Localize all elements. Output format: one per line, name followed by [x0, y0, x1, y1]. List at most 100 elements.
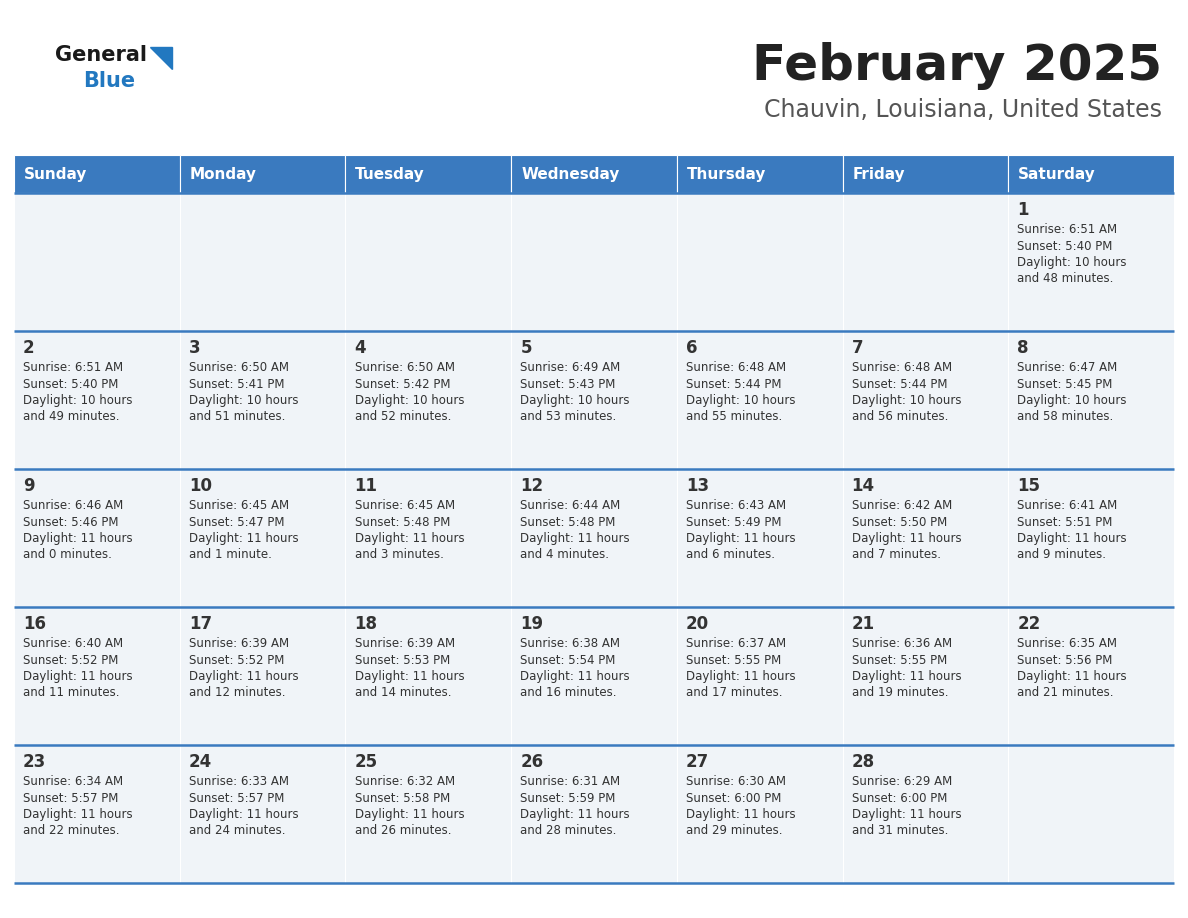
Text: and 6 minutes.: and 6 minutes. — [685, 548, 775, 562]
Text: Sunset: 5:52 PM: Sunset: 5:52 PM — [189, 654, 284, 666]
Text: 6: 6 — [685, 339, 697, 357]
Bar — [842, 193, 1009, 331]
Text: Sunrise: 6:47 AM: Sunrise: 6:47 AM — [1017, 361, 1118, 374]
Text: and 4 minutes.: and 4 minutes. — [520, 548, 609, 562]
Text: Daylight: 10 hours: Daylight: 10 hours — [685, 394, 796, 407]
Text: and 17 minutes.: and 17 minutes. — [685, 687, 783, 700]
Bar — [14, 331, 179, 469]
Bar — [677, 469, 842, 607]
Text: and 1 minute.: and 1 minute. — [189, 548, 272, 562]
Text: Sunset: 5:50 PM: Sunset: 5:50 PM — [852, 516, 947, 529]
Text: and 7 minutes.: and 7 minutes. — [852, 548, 941, 562]
Text: Sunset: 5:55 PM: Sunset: 5:55 PM — [852, 654, 947, 666]
Text: Daylight: 11 hours: Daylight: 11 hours — [1017, 670, 1127, 683]
Bar — [1009, 469, 1174, 607]
Text: and 52 minutes.: and 52 minutes. — [354, 410, 451, 423]
Text: Daylight: 11 hours: Daylight: 11 hours — [852, 808, 961, 821]
Text: Wednesday: Wednesday — [522, 166, 619, 182]
Text: 25: 25 — [354, 753, 378, 771]
Text: Sunrise: 6:34 AM: Sunrise: 6:34 AM — [23, 775, 124, 788]
Text: 13: 13 — [685, 477, 709, 495]
Text: Sunset: 5:54 PM: Sunset: 5:54 PM — [520, 654, 615, 666]
Text: Sunrise: 6:37 AM: Sunrise: 6:37 AM — [685, 637, 786, 650]
Bar — [346, 745, 511, 883]
Text: and 53 minutes.: and 53 minutes. — [520, 410, 617, 423]
Text: Daylight: 11 hours: Daylight: 11 hours — [685, 532, 796, 545]
Text: Daylight: 10 hours: Daylight: 10 hours — [852, 394, 961, 407]
Text: 10: 10 — [189, 477, 211, 495]
Text: Daylight: 11 hours: Daylight: 11 hours — [354, 808, 465, 821]
Text: and 14 minutes.: and 14 minutes. — [354, 687, 451, 700]
Text: 24: 24 — [189, 753, 213, 771]
Text: Daylight: 11 hours: Daylight: 11 hours — [685, 670, 796, 683]
Text: Sunset: 5:42 PM: Sunset: 5:42 PM — [354, 377, 450, 390]
Bar — [511, 607, 677, 745]
Bar — [179, 607, 346, 745]
Text: Sunrise: 6:33 AM: Sunrise: 6:33 AM — [189, 775, 289, 788]
Bar — [346, 331, 511, 469]
Text: Tuesday: Tuesday — [355, 166, 425, 182]
Text: Sunday: Sunday — [24, 166, 87, 182]
Text: Daylight: 11 hours: Daylight: 11 hours — [23, 532, 133, 545]
Bar — [677, 607, 842, 745]
Text: Monday: Monday — [190, 166, 257, 182]
Text: and 16 minutes.: and 16 minutes. — [520, 687, 617, 700]
Bar — [677, 331, 842, 469]
Bar — [1009, 607, 1174, 745]
Text: 20: 20 — [685, 615, 709, 633]
Text: Sunrise: 6:49 AM: Sunrise: 6:49 AM — [520, 361, 620, 374]
Text: Daylight: 11 hours: Daylight: 11 hours — [354, 532, 465, 545]
Bar — [346, 469, 511, 607]
Text: 3: 3 — [189, 339, 201, 357]
Text: and 19 minutes.: and 19 minutes. — [852, 687, 948, 700]
Text: and 51 minutes.: and 51 minutes. — [189, 410, 285, 423]
Text: Sunrise: 6:48 AM: Sunrise: 6:48 AM — [685, 361, 786, 374]
Text: 9: 9 — [23, 477, 34, 495]
Text: Sunset: 6:00 PM: Sunset: 6:00 PM — [685, 791, 782, 804]
Bar — [14, 607, 179, 745]
Text: and 31 minutes.: and 31 minutes. — [852, 824, 948, 837]
Text: 4: 4 — [354, 339, 366, 357]
Bar — [677, 745, 842, 883]
Text: Sunset: 5:43 PM: Sunset: 5:43 PM — [520, 377, 615, 390]
Text: Thursday: Thursday — [687, 166, 766, 182]
Text: Sunset: 5:41 PM: Sunset: 5:41 PM — [189, 377, 284, 390]
Text: February 2025: February 2025 — [752, 42, 1162, 90]
Bar — [677, 155, 842, 193]
Bar — [14, 155, 179, 193]
Text: and 21 minutes.: and 21 minutes. — [1017, 687, 1114, 700]
Text: Sunset: 5:58 PM: Sunset: 5:58 PM — [354, 791, 450, 804]
Text: Sunset: 5:44 PM: Sunset: 5:44 PM — [852, 377, 947, 390]
Bar — [511, 745, 677, 883]
Text: Sunset: 5:57 PM: Sunset: 5:57 PM — [189, 791, 284, 804]
Bar — [511, 469, 677, 607]
Bar — [346, 155, 511, 193]
Bar — [511, 155, 677, 193]
Text: Sunset: 5:52 PM: Sunset: 5:52 PM — [23, 654, 119, 666]
Text: Daylight: 11 hours: Daylight: 11 hours — [354, 670, 465, 683]
Text: and 48 minutes.: and 48 minutes. — [1017, 273, 1114, 285]
Text: Sunset: 5:56 PM: Sunset: 5:56 PM — [1017, 654, 1113, 666]
Text: Sunrise: 6:50 AM: Sunrise: 6:50 AM — [189, 361, 289, 374]
Text: Daylight: 11 hours: Daylight: 11 hours — [520, 670, 630, 683]
Text: Daylight: 11 hours: Daylight: 11 hours — [23, 808, 133, 821]
Text: Sunrise: 6:44 AM: Sunrise: 6:44 AM — [520, 499, 620, 512]
Bar — [179, 745, 346, 883]
Bar — [14, 193, 179, 331]
Text: Daylight: 10 hours: Daylight: 10 hours — [189, 394, 298, 407]
Text: Sunrise: 6:30 AM: Sunrise: 6:30 AM — [685, 775, 786, 788]
Bar — [511, 331, 677, 469]
Text: 19: 19 — [520, 615, 543, 633]
Text: Daylight: 10 hours: Daylight: 10 hours — [23, 394, 133, 407]
Text: and 3 minutes.: and 3 minutes. — [354, 548, 443, 562]
Text: Sunrise: 6:51 AM: Sunrise: 6:51 AM — [23, 361, 124, 374]
Text: and 9 minutes.: and 9 minutes. — [1017, 548, 1106, 562]
Text: and 22 minutes.: and 22 minutes. — [23, 824, 120, 837]
Text: Sunset: 5:45 PM: Sunset: 5:45 PM — [1017, 377, 1113, 390]
Text: Sunset: 5:46 PM: Sunset: 5:46 PM — [23, 516, 119, 529]
Text: Sunrise: 6:43 AM: Sunrise: 6:43 AM — [685, 499, 786, 512]
Text: Sunrise: 6:48 AM: Sunrise: 6:48 AM — [852, 361, 952, 374]
Bar — [842, 469, 1009, 607]
Text: Daylight: 11 hours: Daylight: 11 hours — [685, 808, 796, 821]
Text: 2: 2 — [23, 339, 34, 357]
